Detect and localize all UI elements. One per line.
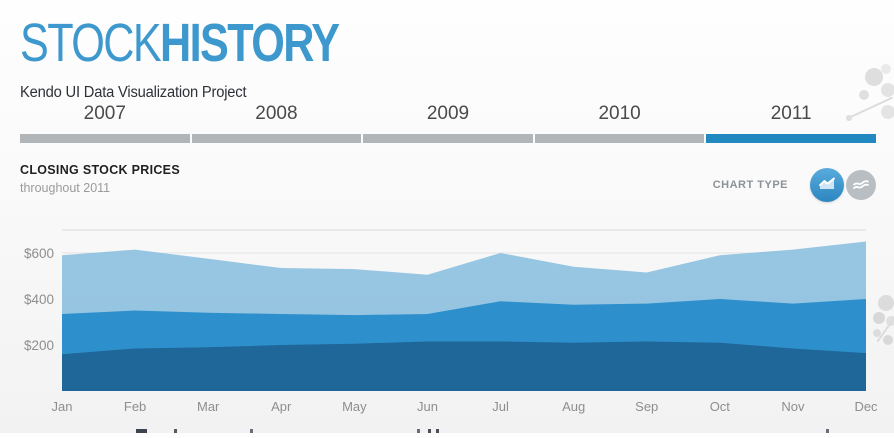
x-axis-label-Mar: Mar (197, 399, 220, 414)
series-1-bottom-area (62, 341, 866, 391)
tab-2010[interactable]: 2010 (534, 103, 705, 143)
tab-2007[interactable]: 2007 (20, 103, 190, 143)
tab-bar (20, 134, 190, 143)
x-axis-label-Jul: Jul (492, 399, 509, 414)
tab-2008[interactable]: 2008 (191, 103, 362, 143)
x-axis-label-Dec: Dec (854, 399, 878, 414)
y-axis-label-400: $400 (24, 292, 54, 307)
tab-label: 2010 (598, 103, 641, 124)
x-axis-label-Nov: Nov (781, 399, 805, 414)
x-axis-label-Jun: Jun (417, 399, 438, 414)
area-chart-icon (817, 176, 837, 195)
tab-bar (363, 134, 533, 143)
page-subtitle: Kendo UI Data Visualization Project (20, 84, 247, 101)
tab-bar (534, 134, 705, 143)
tab-bar (191, 134, 362, 143)
y-axis-label-200: $200 (24, 338, 54, 353)
x-axis-label-Jan: Jan (52, 399, 73, 414)
tab-bar (706, 134, 876, 143)
x-axis-label-Oct: Oct (710, 399, 731, 414)
tab-label: 2007 (83, 103, 126, 124)
x-axis-label-Feb: Feb (124, 399, 146, 414)
x-axis-label-Aug: Aug (562, 399, 585, 414)
tab-label: 2009 (426, 103, 470, 124)
x-axis-label-Apr: Apr (271, 399, 292, 414)
x-axis-label-Sep: Sep (635, 399, 658, 414)
page-title-bold: HISTORY (160, 13, 340, 73)
tab-2009[interactable]: 2009 (363, 103, 533, 143)
area-chart-button[interactable] (810, 168, 844, 202)
tab-label: 2008 (255, 103, 298, 124)
y-axis-label-600: $600 (24, 246, 54, 261)
year-tabs: 2007 2008 2009 2010 2011 (20, 103, 876, 143)
stock-area-chart: $200 $400 $600 Jan Feb Mar Apr May Jun Jul Aug Sep O… (0, 225, 894, 433)
x-axis-label-May: May (342, 399, 367, 414)
chart-type-label: CHART TYPE (712, 179, 788, 191)
tab-2011[interactable]: 2011 (706, 103, 876, 143)
section-subheading: throughout 2011 (20, 181, 111, 195)
page-title-light: STOCK (20, 13, 162, 73)
chart-plot: $200 $400 $600 Jan Feb Mar Apr May Jun Jul Aug Sep O… (24, 229, 878, 414)
line-chart-button[interactable] (846, 170, 876, 200)
tab-label: 2011 (770, 103, 812, 124)
page-title: STOCKHISTORY (20, 13, 340, 73)
line-chart-icon (851, 176, 871, 195)
section-heading: CLOSING STOCK PRICES (20, 163, 180, 177)
